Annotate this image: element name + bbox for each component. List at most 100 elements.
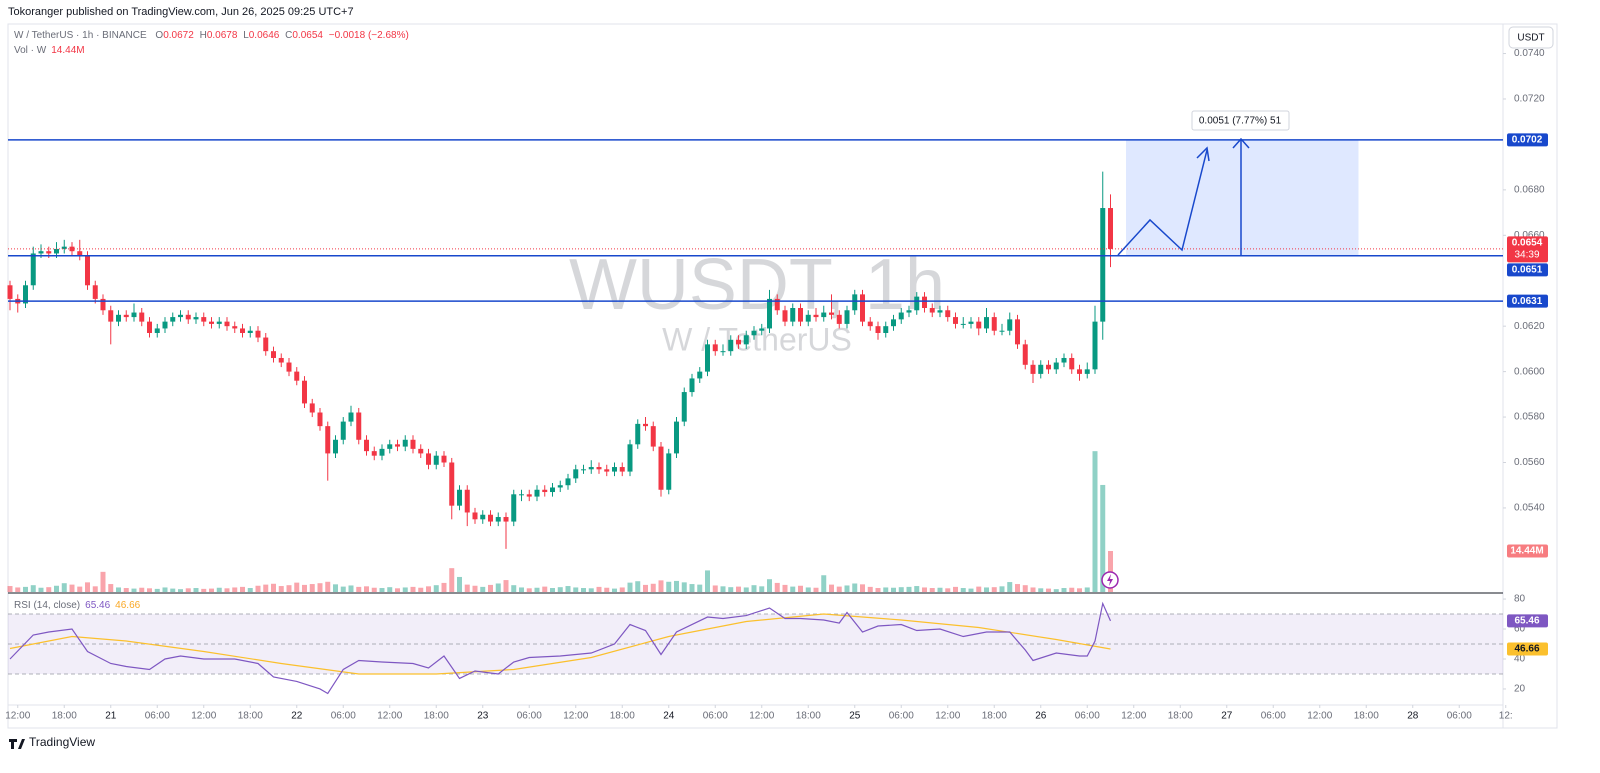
candle-body	[162, 321, 168, 329]
x-tick-label: 18:00	[238, 711, 263, 722]
candle-body	[557, 485, 563, 488]
candle-body	[1069, 357, 1075, 370]
volume-legend: Vol · W 14.44M	[14, 45, 85, 56]
candle-body	[193, 317, 199, 320]
candle-body	[984, 317, 989, 329]
candle-body	[395, 444, 400, 447]
volume-badge-box	[1507, 544, 1548, 558]
candle-body	[829, 312, 834, 315]
level-badge: 0.0631	[1512, 296, 1543, 307]
volume-bar	[712, 585, 718, 592]
volume-bar	[185, 588, 191, 592]
volume-bar	[154, 588, 160, 592]
candle-body	[867, 321, 873, 327]
x-tick-label: 12:00	[935, 711, 960, 722]
volume-bar	[573, 587, 579, 592]
candle-body	[263, 337, 269, 352]
rsi-tick-label: 20	[1514, 684, 1526, 695]
volume-bar	[658, 580, 664, 592]
y-tick-label: 0.0580	[1514, 412, 1545, 423]
candle-body	[503, 517, 509, 522]
candle-body	[767, 298, 772, 329]
candle-body	[604, 469, 610, 472]
volume-bar	[410, 586, 416, 592]
candle-body	[883, 326, 889, 333]
y-tick-label: 0.0560	[1514, 457, 1545, 468]
projection-arrowhead	[1196, 146, 1210, 162]
candle-body	[325, 426, 331, 454]
candle-body	[906, 310, 912, 313]
volume-bar	[333, 584, 338, 592]
rsi-tick-label: 60	[1514, 624, 1526, 635]
x-tick-label: 12:00	[1121, 711, 1146, 722]
volume-bar	[976, 586, 982, 592]
candle-body	[348, 412, 354, 422]
candle-body	[178, 314, 183, 318]
measure-arrowhead	[1232, 137, 1250, 149]
volume-bar	[774, 582, 780, 592]
volume-bar	[77, 586, 83, 592]
candle-body	[224, 321, 230, 327]
volume-bar	[224, 588, 230, 592]
x-tick-label: 12:00	[563, 711, 588, 722]
volume-bar	[488, 584, 493, 592]
candle-body	[1030, 364, 1036, 374]
y-tick-label: 0.0720	[1514, 94, 1545, 105]
candle-body	[635, 423, 641, 445]
candle-body	[216, 321, 222, 324]
volume-bar	[116, 587, 121, 592]
volume-bar	[1015, 584, 1020, 592]
volume-bar	[170, 588, 176, 592]
candle-body	[488, 514, 493, 522]
volume-bar	[635, 581, 641, 592]
currency-button[interactable]	[1508, 26, 1554, 49]
candle-body	[1022, 344, 1028, 365]
volume-bar	[278, 586, 284, 592]
volume-bar	[728, 587, 734, 592]
candle-body	[116, 314, 121, 322]
volume-bar	[232, 587, 238, 592]
level-badge-box	[1507, 133, 1548, 147]
volume-bar	[643, 584, 648, 592]
footer-brand: TradingView	[29, 735, 95, 749]
candle-body	[728, 339, 734, 352]
volume-bar	[379, 588, 385, 592]
candle-body	[953, 317, 958, 324]
candle-body	[697, 371, 703, 379]
volume-bar	[883, 587, 889, 592]
x-tick-label: 24	[663, 711, 675, 722]
volume-bar	[23, 586, 28, 592]
y-tick-label: 0.0600	[1514, 366, 1545, 377]
volume-bar	[519, 587, 524, 592]
candle-body	[705, 344, 710, 372]
volume-bar	[953, 586, 958, 592]
volume-bar	[38, 587, 44, 592]
volume-bar	[813, 587, 819, 592]
volume-value: 14.44M	[51, 45, 84, 56]
volume-bar	[550, 588, 555, 592]
candle-body	[712, 344, 718, 352]
volume-bar	[255, 585, 261, 592]
volume-bar	[216, 587, 222, 592]
volume-bar	[1069, 587, 1075, 592]
x-tick-label: 06:00	[331, 711, 356, 722]
candle-body	[209, 321, 214, 324]
candle-body	[1077, 369, 1082, 374]
candle-body	[689, 378, 695, 393]
volume-bar	[557, 587, 563, 592]
candle-body	[627, 444, 633, 472]
volume-bar	[929, 588, 935, 592]
volume-bar	[697, 584, 703, 592]
volume-bar	[759, 586, 765, 592]
volume-bar	[588, 588, 594, 592]
rsi-tick-label: 40	[1514, 654, 1526, 665]
candle-body	[154, 328, 160, 333]
candle-body	[643, 423, 648, 427]
volume-bar	[139, 587, 145, 592]
x-tick-label: 23	[477, 711, 489, 722]
volume-bar	[387, 587, 393, 592]
candle-body	[914, 296, 920, 311]
volume-bar	[937, 587, 943, 592]
candle-body	[960, 323, 966, 325]
candle-body	[782, 310, 788, 322]
